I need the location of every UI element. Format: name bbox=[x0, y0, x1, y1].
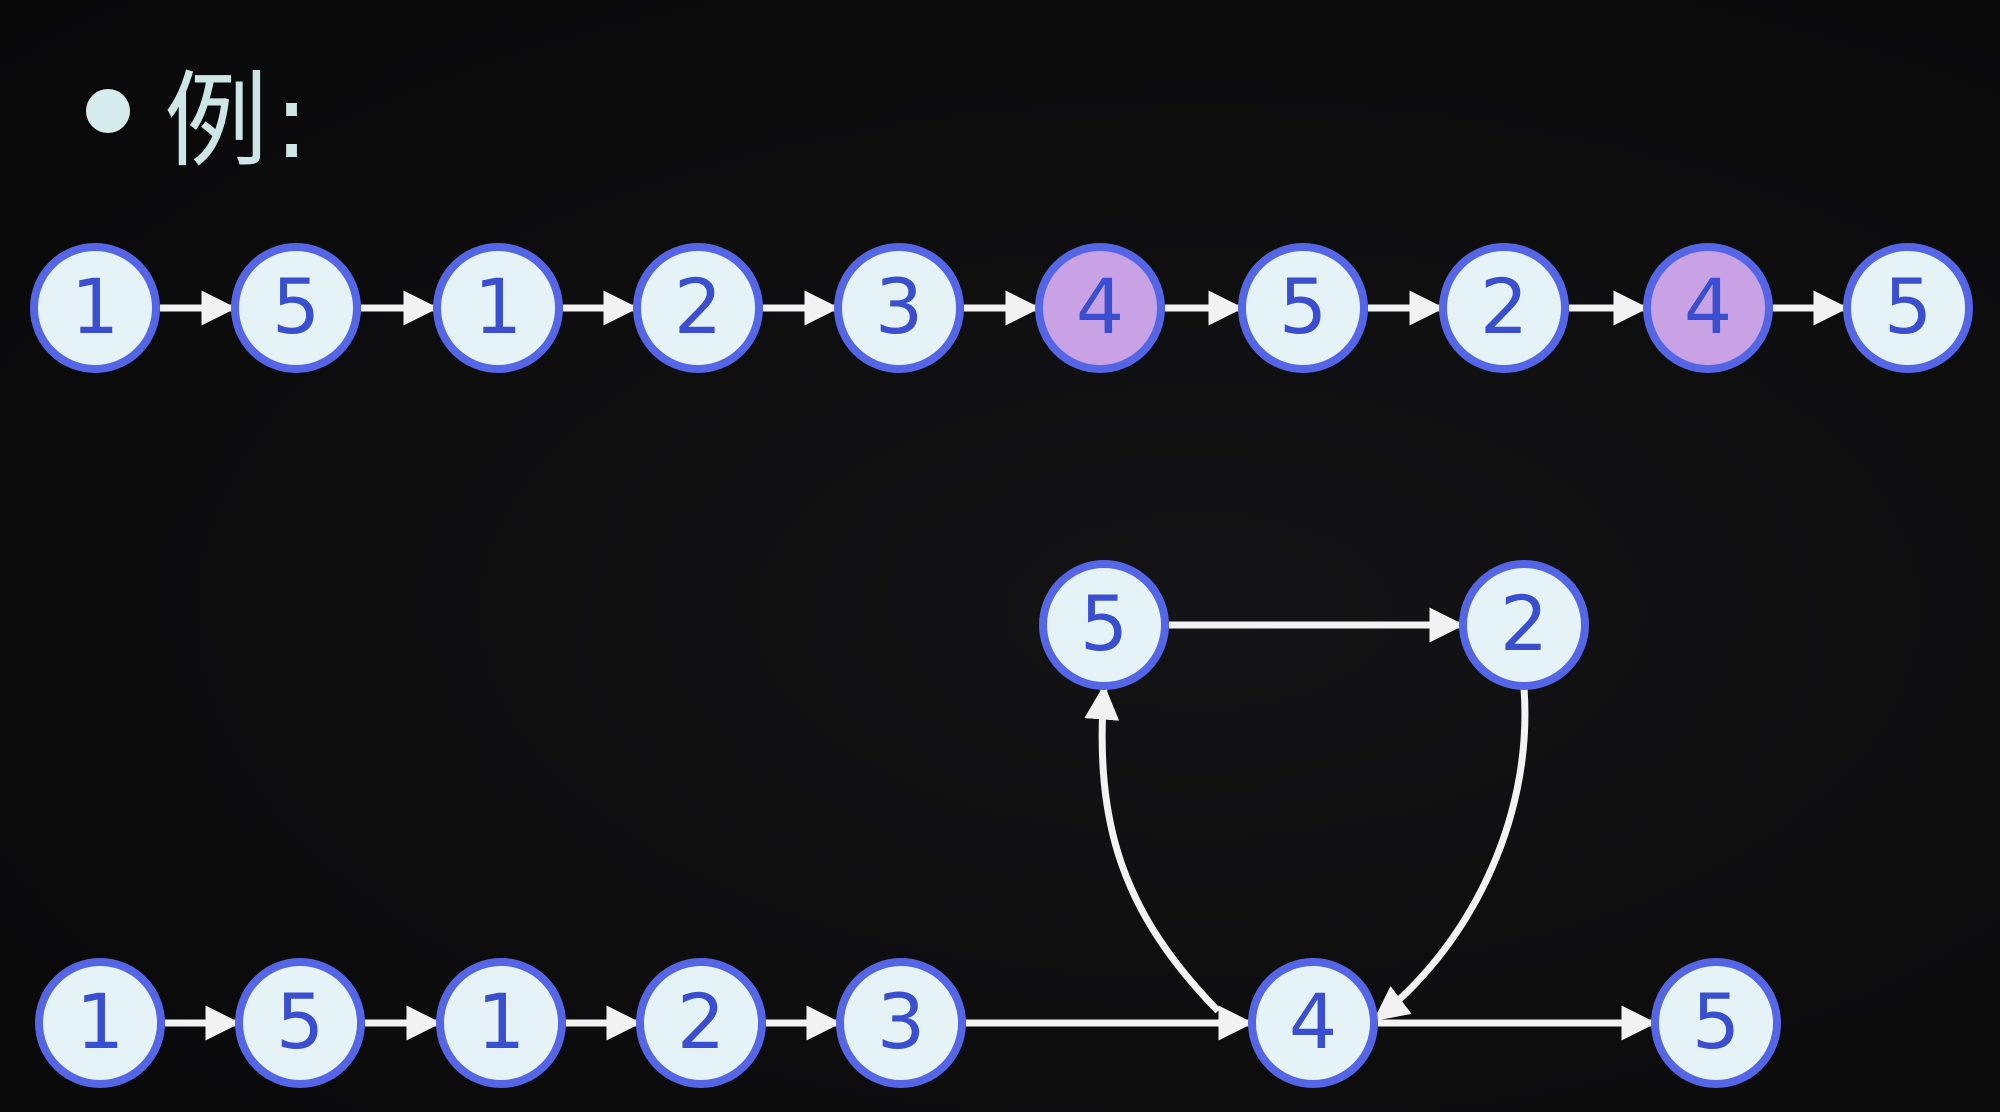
node-circle bbox=[1035, 243, 1165, 373]
example-heading: 例: bbox=[86, 36, 315, 186]
node-circle bbox=[235, 958, 365, 1088]
node-circle bbox=[1039, 560, 1169, 690]
sequence-node: 2 bbox=[1439, 243, 1569, 373]
graph-node: 5 bbox=[1651, 958, 1781, 1088]
node-circle bbox=[231, 243, 361, 373]
graph-edge bbox=[1373, 687, 1529, 1022]
node-value: 2 bbox=[1500, 579, 1548, 668]
sequence-node: 3 bbox=[834, 243, 964, 373]
node-value: 4 bbox=[1289, 977, 1337, 1066]
node-value: 1 bbox=[477, 977, 525, 1066]
graph-node: 2 bbox=[1459, 560, 1589, 690]
graph-node: 1 bbox=[436, 958, 566, 1088]
sequence-node: 1 bbox=[30, 243, 160, 373]
sequence-node: 2 bbox=[633, 243, 763, 373]
node-circle bbox=[1248, 958, 1378, 1088]
graph-node: 3 bbox=[836, 958, 966, 1088]
node-circle bbox=[433, 243, 563, 373]
sequence-node: 5 bbox=[1238, 243, 1368, 373]
node-circle bbox=[1238, 243, 1368, 373]
nodes: 1 5 1 2 3 4 5 2 4 5 1 5 1 2 3 4 5 5 2 bbox=[30, 243, 1973, 1088]
node-circle bbox=[1439, 243, 1569, 373]
node-circle bbox=[1843, 243, 1973, 373]
node-value: 5 bbox=[1080, 579, 1128, 668]
node-circle bbox=[633, 243, 763, 373]
node-value: 2 bbox=[1480, 262, 1528, 351]
node-value: 2 bbox=[677, 977, 725, 1066]
node-value: 5 bbox=[1279, 262, 1327, 351]
graph-edge bbox=[1084, 684, 1221, 1014]
node-value: 5 bbox=[1692, 977, 1740, 1066]
node-value: 2 bbox=[674, 262, 722, 351]
node-value: 1 bbox=[474, 262, 522, 351]
node-circle bbox=[1459, 560, 1589, 690]
bullet-icon bbox=[86, 89, 130, 133]
node-value: 5 bbox=[272, 262, 320, 351]
node-circle bbox=[834, 243, 964, 373]
node-circle bbox=[836, 958, 966, 1088]
edges bbox=[160, 290, 1849, 1041]
node-value: 1 bbox=[76, 977, 124, 1066]
node-value: 4 bbox=[1076, 262, 1124, 351]
node-value: 5 bbox=[276, 977, 324, 1066]
node-circle bbox=[35, 958, 165, 1088]
graph-node: 2 bbox=[636, 958, 766, 1088]
node-value: 1 bbox=[71, 262, 119, 351]
node-circle bbox=[1651, 958, 1781, 1088]
node-circle bbox=[436, 958, 566, 1088]
heading-label: 例: bbox=[164, 59, 316, 182]
graph-node: 1 bbox=[35, 958, 165, 1088]
node-value: 3 bbox=[875, 262, 923, 351]
node-value: 5 bbox=[1884, 262, 1932, 351]
graph-node: 5 bbox=[235, 958, 365, 1088]
node-circle bbox=[1643, 243, 1773, 373]
node-value: 3 bbox=[877, 977, 925, 1066]
node-value: 4 bbox=[1684, 262, 1732, 351]
node-circle bbox=[30, 243, 160, 373]
sequence-node: 4 bbox=[1035, 243, 1165, 373]
node-circle bbox=[636, 958, 766, 1088]
graph-node: 5 bbox=[1039, 560, 1169, 690]
sequence-node: 5 bbox=[1843, 243, 1973, 373]
sequence-node: 4 bbox=[1643, 243, 1773, 373]
graph-node: 4 bbox=[1248, 958, 1378, 1088]
sequence-node: 5 bbox=[231, 243, 361, 373]
sequence-node: 1 bbox=[433, 243, 563, 373]
